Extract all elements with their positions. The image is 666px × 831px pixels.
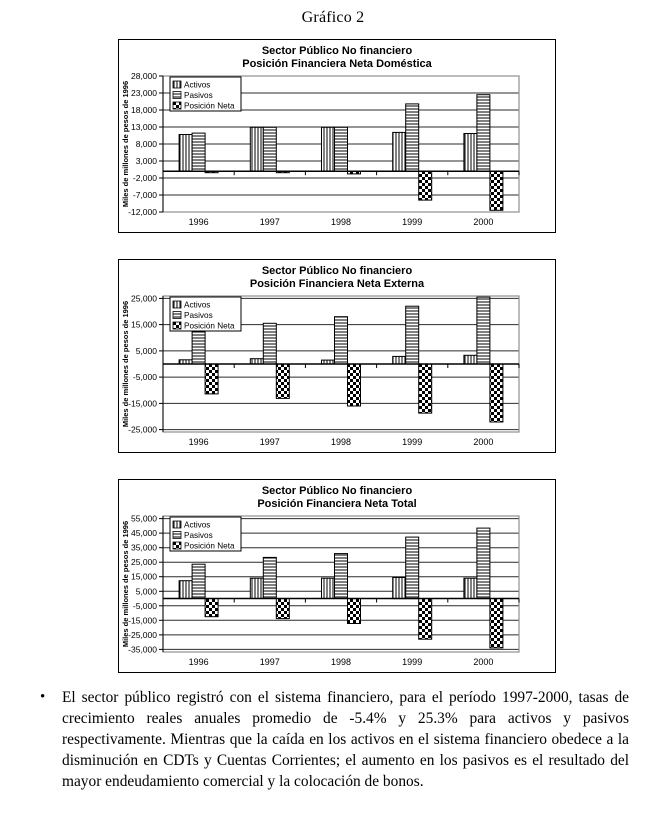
svg-text:Posición Neta: Posición Neta [184, 102, 235, 111]
svg-text:1996: 1996 [189, 657, 209, 667]
chart-domestica-plot: 28,000 23,000 18,000 13,000 8,000 3,000 -2,000… [119, 71, 555, 232]
svg-text:-2,000: -2,000 [133, 173, 157, 183]
svg-text:25,000: 25,000 [131, 293, 157, 303]
svg-text:2000: 2000 [473, 217, 493, 227]
bar-chart-svg: 55,000 45,000 35,000 25,000 15,000 5,000 -5,00… [121, 514, 520, 667]
svg-text:25,000: 25,000 [131, 557, 157, 567]
svg-text:Activos: Activos [184, 301, 210, 310]
svg-text:28,000: 28,000 [131, 72, 157, 81]
svg-text:1999: 1999 [402, 657, 422, 667]
svg-text:23,000: 23,000 [131, 88, 157, 98]
svg-text:18,000: 18,000 [131, 105, 157, 115]
svg-text:2000: 2000 [473, 437, 493, 447]
svg-text:-7,000: -7,000 [133, 190, 157, 200]
svg-text:Pasivos: Pasivos [184, 91, 213, 100]
bullet-icon: • [40, 689, 46, 705]
svg-text:35,000: 35,000 [131, 543, 157, 553]
page-title: Gráfico 2 [301, 9, 365, 26]
bar-chart-svg: 28,000 23,000 18,000 13,000 8,000 3,000 -2,000… [121, 71, 520, 227]
chart-domestica-subtitle: Posición Financiera Neta Doméstica [242, 58, 432, 70]
chart-domestica-title: Sector Público No financiero [261, 45, 413, 57]
chart-total-title: Sector Público No financiero [261, 485, 413, 497]
paragraph-text: El sector público registró con el sistem… [62, 689, 629, 790]
svg-text:Pasivos: Pasivos [184, 311, 213, 320]
chart-externa: Sector Público No financiero Posición Fi… [118, 259, 556, 453]
svg-text:1999: 1999 [402, 217, 422, 227]
svg-text:Posición Neta: Posición Neta [184, 322, 235, 331]
svg-text:1998: 1998 [331, 657, 351, 667]
svg-text:Miles de millones de pesos de: Miles de millones de pesos de 1996 [121, 301, 130, 427]
bar-chart-svg: 25,000 15,000 5,000 -5,000 -15,000 -25,000 199… [121, 293, 520, 447]
chart-total-subtitle: Posición Financiera Neta Total [257, 498, 417, 510]
svg-text:5,000: 5,000 [136, 586, 158, 596]
chart-externa-subtitle: Posición Financiera Neta Externa [249, 278, 425, 290]
svg-text:Pasivos: Pasivos [184, 531, 213, 540]
chart-externa-title: Sector Público No financiero [261, 265, 413, 277]
svg-text:Miles de millones de pesos de: Miles de millones de pesos de 1996 [121, 521, 130, 647]
svg-text:-5,000: -5,000 [133, 372, 157, 382]
svg-text:-25,000: -25,000 [128, 630, 157, 640]
svg-text:-5,000: -5,000 [133, 601, 157, 611]
svg-text:Posición Neta: Posición Neta [184, 542, 235, 551]
svg-text:Activos: Activos [184, 521, 210, 530]
svg-text:1996: 1996 [189, 217, 209, 227]
svg-text:-15,000: -15,000 [128, 398, 157, 408]
svg-text:1998: 1998 [331, 437, 351, 447]
svg-text:1997: 1997 [260, 657, 280, 667]
svg-text:-15,000: -15,000 [128, 615, 157, 625]
svg-text:-12,000: -12,000 [128, 207, 157, 217]
svg-text:8,000: 8,000 [136, 139, 158, 149]
svg-text:3,000: 3,000 [136, 156, 158, 166]
svg-text:-25,000: -25,000 [128, 425, 157, 435]
chart-total: Sector Público No financiero Posición Fi… [118, 479, 556, 673]
svg-text:2000: 2000 [473, 657, 493, 667]
svg-text:Miles de millones de pesos de: Miles de millones de pesos de 1996 [121, 81, 130, 207]
svg-text:1998: 1998 [331, 217, 351, 227]
svg-text:Activos: Activos [184, 81, 210, 90]
chart-domestica: Sector Público No financiero Posición Fi… [118, 39, 556, 233]
svg-text:1999: 1999 [402, 437, 422, 447]
bullet-paragraph: • El sector público registró con el sist… [40, 688, 629, 793]
svg-text:1997: 1997 [260, 217, 280, 227]
svg-text:5,000: 5,000 [136, 346, 158, 356]
svg-text:15,000: 15,000 [131, 572, 157, 582]
svg-text:1996: 1996 [189, 437, 209, 447]
svg-text:15,000: 15,000 [131, 320, 157, 330]
chart-total-plot: 55,000 45,000 35,000 25,000 15,000 5,000 -5,00… [119, 512, 555, 672]
svg-text:-35,000: -35,000 [128, 644, 157, 654]
svg-text:45,000: 45,000 [131, 528, 157, 538]
svg-text:1997: 1997 [260, 437, 280, 447]
svg-text:13,000: 13,000 [131, 122, 157, 132]
svg-text:55,000: 55,000 [131, 514, 157, 524]
chart-externa-plot: 25,000 15,000 5,000 -5,000 -15,000 -25,000 199… [119, 292, 555, 452]
